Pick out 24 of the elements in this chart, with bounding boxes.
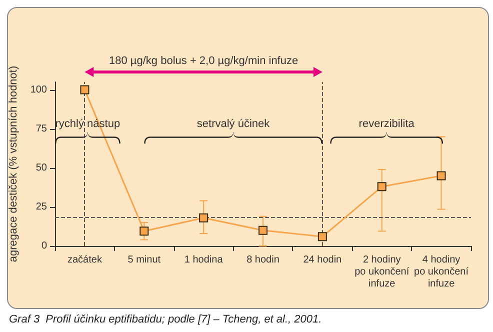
point [436, 171, 446, 180]
point [377, 182, 386, 192]
x-tick-label: 5 minut [128, 254, 161, 266]
point [199, 213, 208, 222]
x-tick-label: 24 hodin [303, 254, 342, 266]
y-tick-label: 75 [36, 123, 48, 134]
x-tick-label: začátek [67, 254, 103, 266]
x-tick-label: 2 hodiny po ukončení infuze [354, 254, 410, 290]
point [258, 226, 268, 235]
y-axis-title: agregace destiček (% vstupních hodnot) [8, 66, 20, 262]
point [318, 232, 327, 242]
annotation: setrvalý účinek [196, 118, 270, 130]
point [80, 85, 90, 94]
y-tick-label: 0 [41, 240, 48, 252]
y-tick-label: 100 [30, 84, 48, 96]
y-tick-label: 25 [36, 201, 48, 212]
point [140, 226, 149, 236]
text: Graf 3 Profil účinku eptifibatidu; podle [7] – Tcheng, et al., 2001. [9, 314, 322, 326]
y-tick-label: 50 [36, 162, 48, 174]
x-tick-label: 8 hodin [246, 254, 280, 266]
text: 180 µg/kg bolus + 2,0 µg/kg/min infuze [109, 55, 298, 67]
annotation: reverzibilita [358, 118, 414, 130]
x-tick-label: 1 hodina [184, 254, 224, 266]
x-tick-label: 4 hodiny po ukončení infuze [414, 254, 469, 290]
